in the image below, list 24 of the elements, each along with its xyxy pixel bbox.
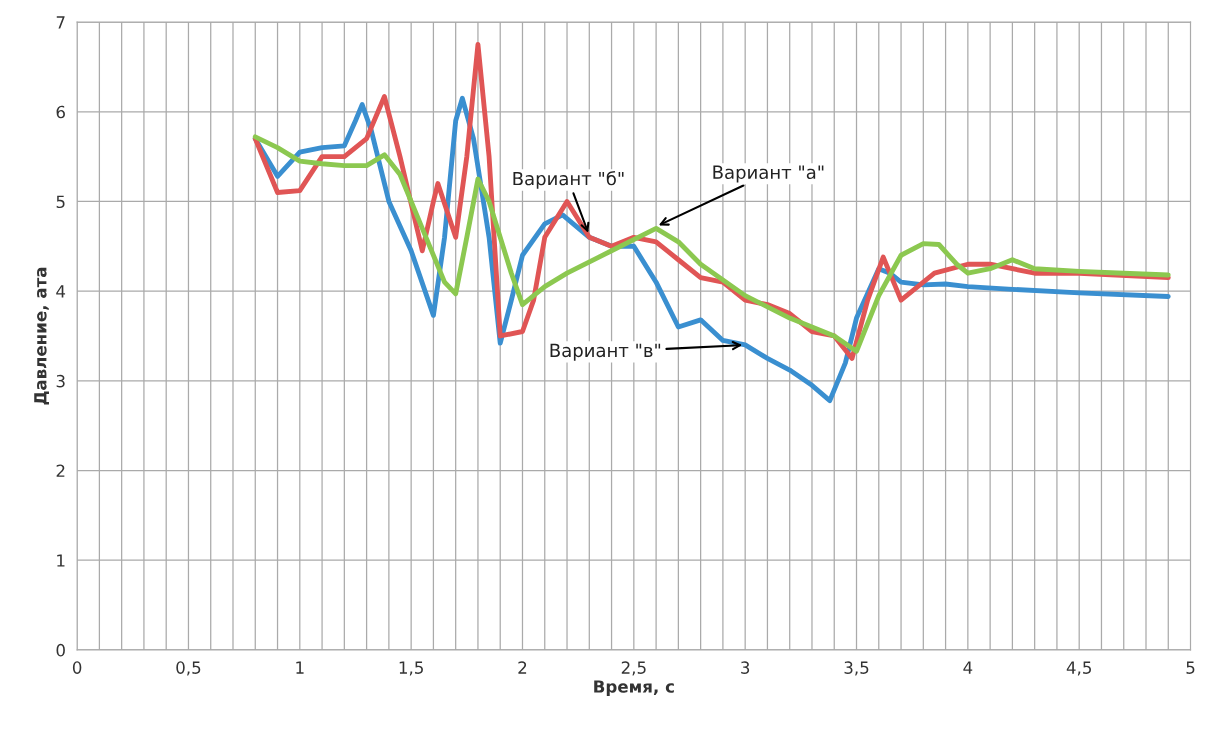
y-tick-label: 6 <box>56 105 65 119</box>
x-tick-label: 4 <box>963 661 973 674</box>
y-tick-label: 4 <box>56 285 66 298</box>
x-tick-label: 1 <box>296 661 304 674</box>
x-tick-label: 2,5 <box>621 661 646 676</box>
x-tick-label: 4,5 <box>1066 661 1091 676</box>
x-tick-label: 0 <box>72 661 82 674</box>
x-tick-label: 0,5 <box>176 661 201 676</box>
x-tick-label: 3 <box>741 661 750 674</box>
y-tick-label: 0 <box>56 643 65 657</box>
annotation: Вариант "б" <box>513 171 624 189</box>
y-tick-label: 7 <box>56 16 65 29</box>
x-axis-title: Время, с <box>594 680 674 697</box>
annotation: Вариант "в" <box>550 343 661 361</box>
x-tick-label: 3,5 <box>844 661 869 676</box>
y-tick-label: 1 <box>57 554 65 567</box>
x-tick-label: 1,5 <box>399 661 423 676</box>
annotation: Вариант "а" <box>713 165 824 183</box>
y-axis-title: Давление, ата <box>34 267 49 405</box>
y-tick-label: 2 <box>56 464 65 477</box>
x-tick-label: 2 <box>518 661 527 674</box>
y-tick-label: 5 <box>56 195 65 209</box>
y-tick-label: 3 <box>56 374 65 388</box>
x-tick-label: 5 <box>1186 661 1195 674</box>
